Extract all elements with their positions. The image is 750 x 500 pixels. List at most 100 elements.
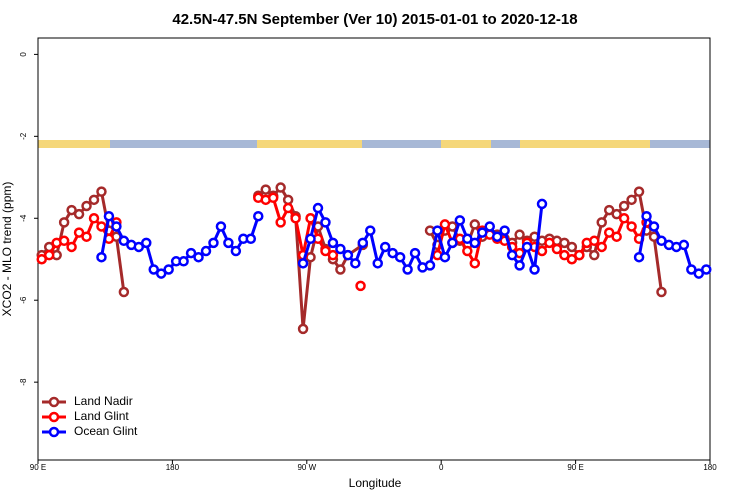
point	[589, 249, 600, 261]
point	[693, 268, 705, 279]
legend-label: Ocean Glint	[74, 424, 138, 438]
point	[379, 241, 391, 253]
point	[245, 233, 257, 245]
point	[148, 264, 159, 275]
land-strip	[520, 140, 650, 148]
point	[73, 227, 85, 238]
point	[432, 225, 443, 236]
plot-frame	[37, 37, 711, 461]
point	[43, 249, 55, 261]
point	[58, 217, 70, 228]
point	[514, 260, 525, 271]
y-tick-label: -8	[19, 378, 28, 386]
point	[96, 221, 107, 232]
point	[439, 219, 451, 230]
point	[626, 194, 637, 206]
point	[603, 227, 615, 238]
point	[596, 217, 607, 228]
point	[200, 245, 212, 257]
point	[499, 225, 510, 236]
point	[305, 233, 316, 245]
point	[163, 264, 174, 275]
point	[566, 241, 578, 253]
point	[320, 217, 331, 228]
x-tick-label: 90 E	[30, 463, 46, 472]
x-tick-label: 90 E	[567, 463, 583, 472]
point	[633, 186, 645, 197]
point	[88, 194, 100, 206]
point	[103, 210, 115, 222]
y-tick-label: -6	[19, 296, 28, 304]
x-tick-label: 180	[166, 463, 180, 472]
y-axis-label: XCO2 - MLO trend (ppm)	[0, 182, 14, 317]
point	[462, 233, 473, 245]
point	[611, 208, 622, 220]
point	[350, 258, 361, 269]
point	[58, 235, 70, 247]
point	[626, 221, 637, 232]
land-strip	[441, 140, 491, 148]
point	[529, 264, 540, 275]
point	[118, 286, 130, 298]
point	[355, 280, 366, 292]
point	[701, 264, 712, 275]
point	[469, 237, 481, 249]
point	[641, 210, 652, 222]
point	[178, 256, 189, 267]
point	[454, 215, 466, 226]
point	[648, 221, 660, 232]
point	[589, 235, 600, 247]
point	[193, 251, 204, 263]
point	[574, 249, 585, 261]
point	[88, 213, 100, 224]
point	[447, 237, 458, 249]
point	[559, 249, 570, 261]
point	[611, 231, 622, 242]
point	[536, 198, 548, 210]
point	[312, 202, 324, 214]
legend-marker	[48, 426, 60, 438]
surface-mask	[38, 140, 710, 148]
point	[208, 237, 219, 249]
point	[678, 239, 690, 251]
point	[81, 200, 92, 212]
land-strip	[257, 140, 362, 148]
point	[521, 241, 533, 253]
point	[96, 251, 107, 263]
point	[155, 268, 167, 279]
y-tick-label: -4	[19, 214, 28, 222]
point	[267, 192, 279, 204]
point	[335, 243, 346, 255]
point	[514, 229, 525, 240]
x-tick-label: 180	[703, 463, 717, 472]
point	[282, 202, 294, 214]
point	[469, 219, 481, 230]
point	[335, 264, 346, 275]
point	[536, 245, 548, 257]
legend-marker	[48, 411, 60, 423]
point	[185, 247, 197, 259]
point	[275, 182, 286, 193]
point	[365, 225, 376, 236]
point	[424, 260, 436, 271]
point	[596, 241, 607, 253]
point	[409, 247, 421, 259]
legend-label: Land Nadir	[74, 394, 133, 408]
point	[223, 237, 234, 249]
point	[566, 253, 578, 265]
point	[656, 235, 667, 247]
point	[260, 184, 271, 195]
point	[603, 204, 615, 216]
point	[402, 264, 413, 275]
ocean-strip	[38, 140, 710, 148]
point	[491, 231, 503, 242]
point	[111, 221, 122, 232]
point	[81, 231, 92, 242]
point	[133, 241, 145, 253]
point	[96, 186, 107, 197]
point	[36, 253, 47, 265]
point	[618, 213, 630, 224]
legend-marker	[48, 396, 60, 408]
point	[484, 221, 495, 232]
point	[297, 258, 309, 269]
